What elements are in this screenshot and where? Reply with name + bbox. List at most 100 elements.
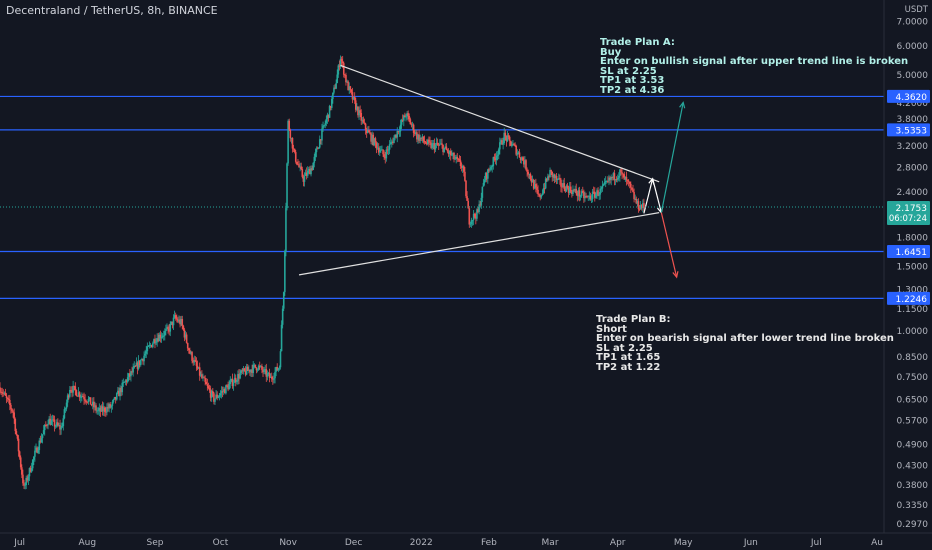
candle bbox=[157, 332, 160, 343]
candle bbox=[266, 370, 269, 381]
candle bbox=[66, 393, 69, 407]
candle-body bbox=[280, 324, 283, 352]
candle-body bbox=[577, 190, 580, 196]
candle bbox=[212, 387, 214, 397]
price-axis-panel[interactable] bbox=[884, 0, 932, 533]
candle-body bbox=[484, 172, 487, 181]
candle bbox=[458, 155, 461, 163]
candle-body bbox=[511, 145, 513, 147]
candle-body bbox=[323, 125, 325, 127]
candle-body bbox=[446, 149, 449, 152]
candle-body bbox=[207, 385, 210, 389]
candle-body bbox=[21, 467, 23, 475]
candle-body bbox=[560, 179, 562, 187]
candle-body bbox=[559, 178, 561, 180]
time-axis-panel[interactable] bbox=[0, 533, 932, 550]
candle bbox=[246, 364, 249, 371]
candle bbox=[612, 171, 615, 181]
candle-body bbox=[163, 331, 166, 336]
candle-body bbox=[640, 205, 643, 208]
candle bbox=[423, 135, 426, 145]
candle-body bbox=[555, 176, 558, 181]
candle-body bbox=[81, 396, 83, 397]
candle-body bbox=[98, 408, 101, 411]
candle bbox=[222, 386, 225, 396]
candle-body bbox=[578, 190, 581, 197]
candle bbox=[504, 129, 507, 141]
candle-body bbox=[382, 149, 384, 155]
candle-body bbox=[51, 419, 54, 421]
candle bbox=[585, 192, 587, 199]
time-tick-1: Aug bbox=[79, 538, 97, 548]
candle-body bbox=[390, 141, 393, 143]
time-tick-6: 2022 bbox=[410, 538, 433, 548]
candle bbox=[551, 171, 554, 182]
candle-body bbox=[156, 338, 158, 343]
candle-body bbox=[17, 438, 20, 452]
candle-body bbox=[294, 152, 297, 162]
candle-body bbox=[26, 477, 29, 481]
plan-b-arrow[interactable] bbox=[660, 212, 679, 279]
candle bbox=[285, 202, 287, 257]
candle bbox=[497, 147, 500, 160]
candle-body bbox=[466, 196, 468, 201]
time-tick-7: Feb bbox=[481, 538, 497, 548]
candle bbox=[161, 333, 164, 339]
candle-body bbox=[136, 362, 139, 369]
candle-body bbox=[464, 171, 466, 181]
candle bbox=[509, 140, 512, 147]
candle-body bbox=[542, 188, 545, 194]
candle-body bbox=[64, 408, 67, 410]
candle-body bbox=[603, 182, 606, 185]
candle bbox=[503, 127, 506, 145]
candle-body bbox=[3, 392, 6, 394]
candle-body bbox=[70, 389, 72, 391]
candle-body bbox=[254, 364, 257, 368]
candle-body bbox=[15, 431, 18, 435]
level-label-bg-0 bbox=[887, 89, 930, 103]
candle-body bbox=[23, 483, 25, 486]
candle-body bbox=[352, 96, 355, 100]
candle bbox=[556, 178, 559, 185]
candle bbox=[428, 136, 430, 147]
candle-body bbox=[610, 176, 612, 180]
candle-body bbox=[543, 188, 546, 189]
candle-body bbox=[598, 194, 600, 196]
candle bbox=[495, 151, 498, 166]
candle bbox=[47, 419, 49, 430]
candle bbox=[350, 89, 353, 95]
candle bbox=[51, 414, 54, 427]
candle bbox=[628, 181, 631, 189]
candle bbox=[549, 167, 551, 178]
candle-body bbox=[150, 345, 153, 348]
candle bbox=[261, 363, 263, 374]
candle bbox=[351, 87, 354, 104]
candle-body bbox=[321, 128, 323, 141]
candle-body bbox=[568, 186, 571, 193]
candle-body bbox=[501, 140, 503, 145]
candle-body bbox=[369, 132, 371, 134]
candle bbox=[214, 398, 216, 406]
candle-body bbox=[60, 427, 62, 430]
level-label-bg-1 bbox=[887, 123, 930, 137]
candle-body bbox=[327, 114, 330, 118]
candle bbox=[160, 332, 163, 343]
trend-line-lower[interactable] bbox=[298, 212, 660, 276]
candle-body bbox=[566, 185, 569, 188]
candle-body bbox=[178, 319, 180, 322]
candle-body bbox=[513, 143, 515, 145]
candle-body bbox=[639, 205, 642, 210]
plan-a-arrow[interactable] bbox=[660, 101, 686, 213]
candle bbox=[166, 323, 168, 331]
candle bbox=[335, 79, 337, 90]
candle-body bbox=[326, 114, 329, 120]
candle-body bbox=[196, 365, 199, 369]
candle bbox=[609, 176, 611, 184]
candle-body bbox=[516, 152, 519, 155]
candle bbox=[74, 382, 77, 396]
candle bbox=[312, 162, 315, 171]
candle bbox=[603, 178, 606, 186]
candle-body bbox=[550, 169, 552, 172]
trend-line-upper[interactable] bbox=[340, 64, 660, 183]
